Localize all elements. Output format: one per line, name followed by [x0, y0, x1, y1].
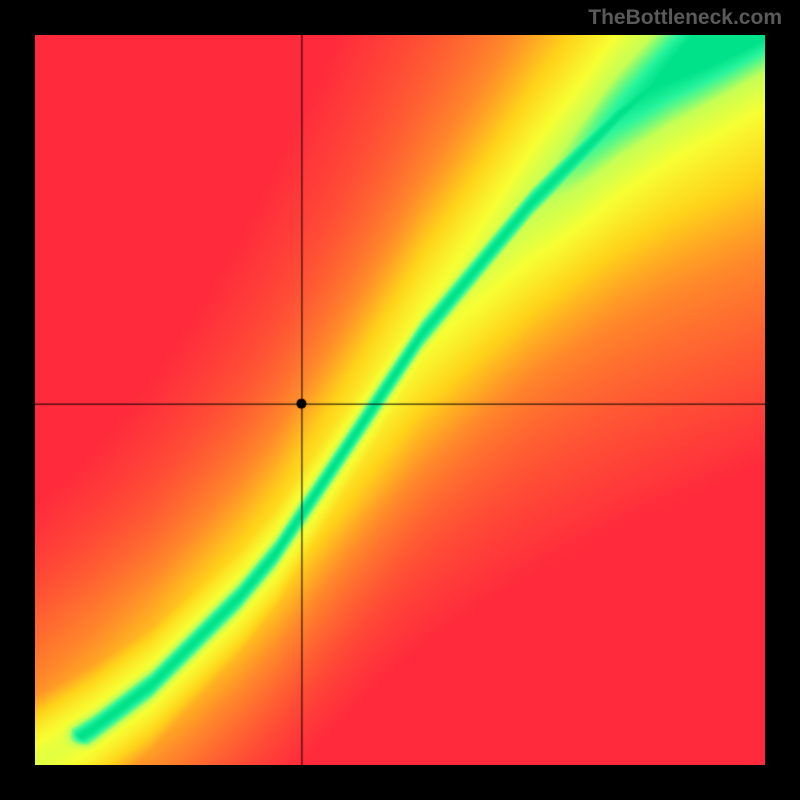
watermark-text: TheBottleneck.com — [588, 6, 782, 30]
heatmap-canvas — [35, 35, 765, 765]
heatmap-plot-area — [35, 35, 765, 765]
figure-container: TheBottleneck.com — [0, 0, 800, 800]
